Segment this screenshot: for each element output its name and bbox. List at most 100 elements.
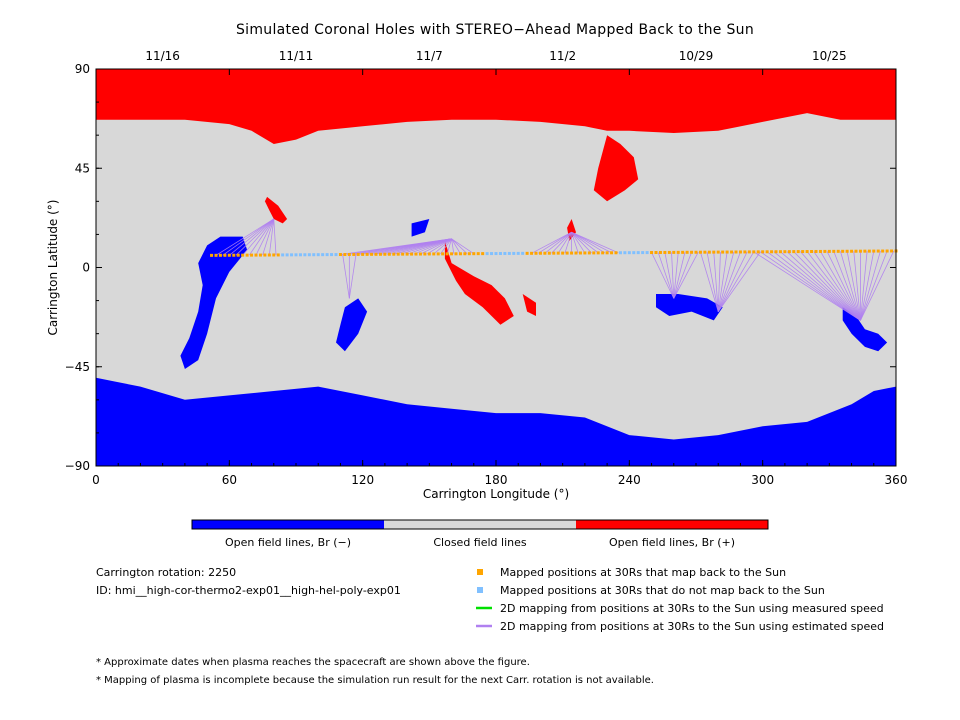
mapping-line (717, 251, 761, 312)
mapped-position-point (405, 252, 409, 256)
colorbar-segment (192, 520, 384, 529)
mapped-position-point (272, 253, 276, 257)
mapping-line (800, 251, 861, 321)
positive-coronal-hole-1 (264, 196, 288, 224)
mapped-position-point (730, 250, 734, 254)
mapped-position-point (747, 250, 751, 254)
colorbar-label: Closed field lines (433, 536, 527, 549)
legend: Mapped positions at 30Rs that map back t… (476, 566, 884, 633)
unmapped-position-point (294, 253, 298, 257)
mapped-position-point (681, 250, 685, 254)
negative-coronal-hole-7 (180, 236, 248, 369)
legend-marker (477, 587, 483, 593)
x-tick-label: 0 (92, 473, 100, 487)
mapped-position-point (347, 252, 351, 256)
mapped-position-point (250, 253, 254, 257)
unmapped-position-point (636, 251, 640, 255)
mapped-position-point (441, 252, 445, 256)
y-axis-title: Carrington Latitude (°) (46, 200, 60, 336)
mapping-line (571, 231, 586, 254)
date-tick-label: 11/16 (145, 49, 180, 63)
mapping-line (242, 218, 275, 256)
mapped-position-point (863, 249, 867, 253)
unmapped-position-point (330, 253, 334, 257)
mapping-line (571, 232, 579, 254)
date-tick-label: 11/11 (279, 49, 314, 63)
mapped-position-point (676, 250, 680, 254)
mapped-position-point (463, 252, 467, 256)
unmapped-position-point (312, 253, 316, 257)
mapped-position-point (387, 252, 391, 256)
mapped-position-point (836, 249, 840, 253)
mapped-position-point (561, 251, 565, 255)
mapping-line (671, 252, 675, 299)
unmapped-position-point (485, 252, 489, 256)
chart-title: Simulated Coronal Holes with STEREO−Ahea… (235, 22, 754, 38)
mapped-position-point (783, 250, 787, 254)
mapping-line (840, 251, 861, 321)
mapped-position-point (365, 252, 369, 256)
x-tick-label: 300 (751, 473, 774, 487)
run-id-label: ID: hmi__high-cor-thermo2-exp01__high-he… (96, 584, 401, 597)
mapped-position-point (734, 250, 738, 254)
mapping-line (433, 238, 452, 255)
mapping-line (713, 252, 719, 312)
legend-label: Mapped positions at 30Rs that map back t… (500, 566, 786, 579)
mapped-position-point (690, 250, 694, 254)
mapping-line (700, 252, 719, 312)
unmapped-position-point (627, 251, 631, 255)
mapping-line (262, 218, 275, 256)
mapped-position-point (885, 249, 889, 253)
negative-coronal-hole-9 (656, 294, 723, 321)
mapped-position-point (534, 251, 538, 255)
mapped-position-point (872, 249, 876, 253)
mapped-position-point (805, 250, 809, 254)
mapping-line (273, 218, 277, 255)
mapped-position-point (765, 250, 769, 254)
unmapped-position-point (503, 251, 507, 255)
mapping-line (706, 252, 719, 312)
mapping-line (773, 251, 861, 321)
mapped-position-point (458, 252, 462, 256)
mapped-position-point (454, 252, 458, 256)
mapped-position-point (592, 251, 596, 255)
mapped-position-point (214, 253, 218, 257)
mapped-position-point (672, 250, 676, 254)
mapping-line (853, 251, 861, 321)
mapping-line (657, 252, 675, 299)
mapping-line (215, 218, 274, 256)
mapped-position-point (778, 250, 782, 254)
mapped-position-point (547, 251, 551, 255)
mapped-position-point (218, 253, 222, 257)
y-tick-label: −45 (65, 360, 90, 374)
mapping-line (538, 231, 572, 254)
mapping-line (406, 238, 452, 255)
mapped-position-point (436, 252, 440, 256)
mapping-line (717, 251, 748, 312)
mapped-position-point (845, 249, 849, 253)
mapped-position-point (841, 249, 845, 253)
plot-area (96, 69, 898, 466)
x-tick-label: 60 (222, 473, 237, 487)
mapped-position-point (361, 252, 365, 256)
mapped-position-point (356, 252, 360, 256)
unmapped-position-point (521, 251, 525, 255)
y-tick-label: 0 (82, 261, 90, 275)
mapping-line (564, 232, 572, 254)
mapping-line (544, 231, 572, 254)
mapped-position-point (232, 253, 236, 257)
mapped-position-point (818, 249, 822, 253)
mapping-line (551, 231, 572, 254)
mapped-position-point (854, 249, 858, 253)
mapped-position-point (565, 251, 569, 255)
mapped-position-point (427, 252, 431, 256)
mapping-line (766, 251, 861, 321)
mapping-line (229, 218, 275, 256)
unmapped-position-point (303, 253, 307, 257)
mapping-line (673, 252, 692, 299)
mapped-position-point (414, 252, 418, 256)
mapping-line (664, 252, 675, 299)
positive-coronal-hole-2 (593, 135, 639, 202)
mapping-line (860, 250, 895, 321)
mapped-position-point (685, 250, 689, 254)
